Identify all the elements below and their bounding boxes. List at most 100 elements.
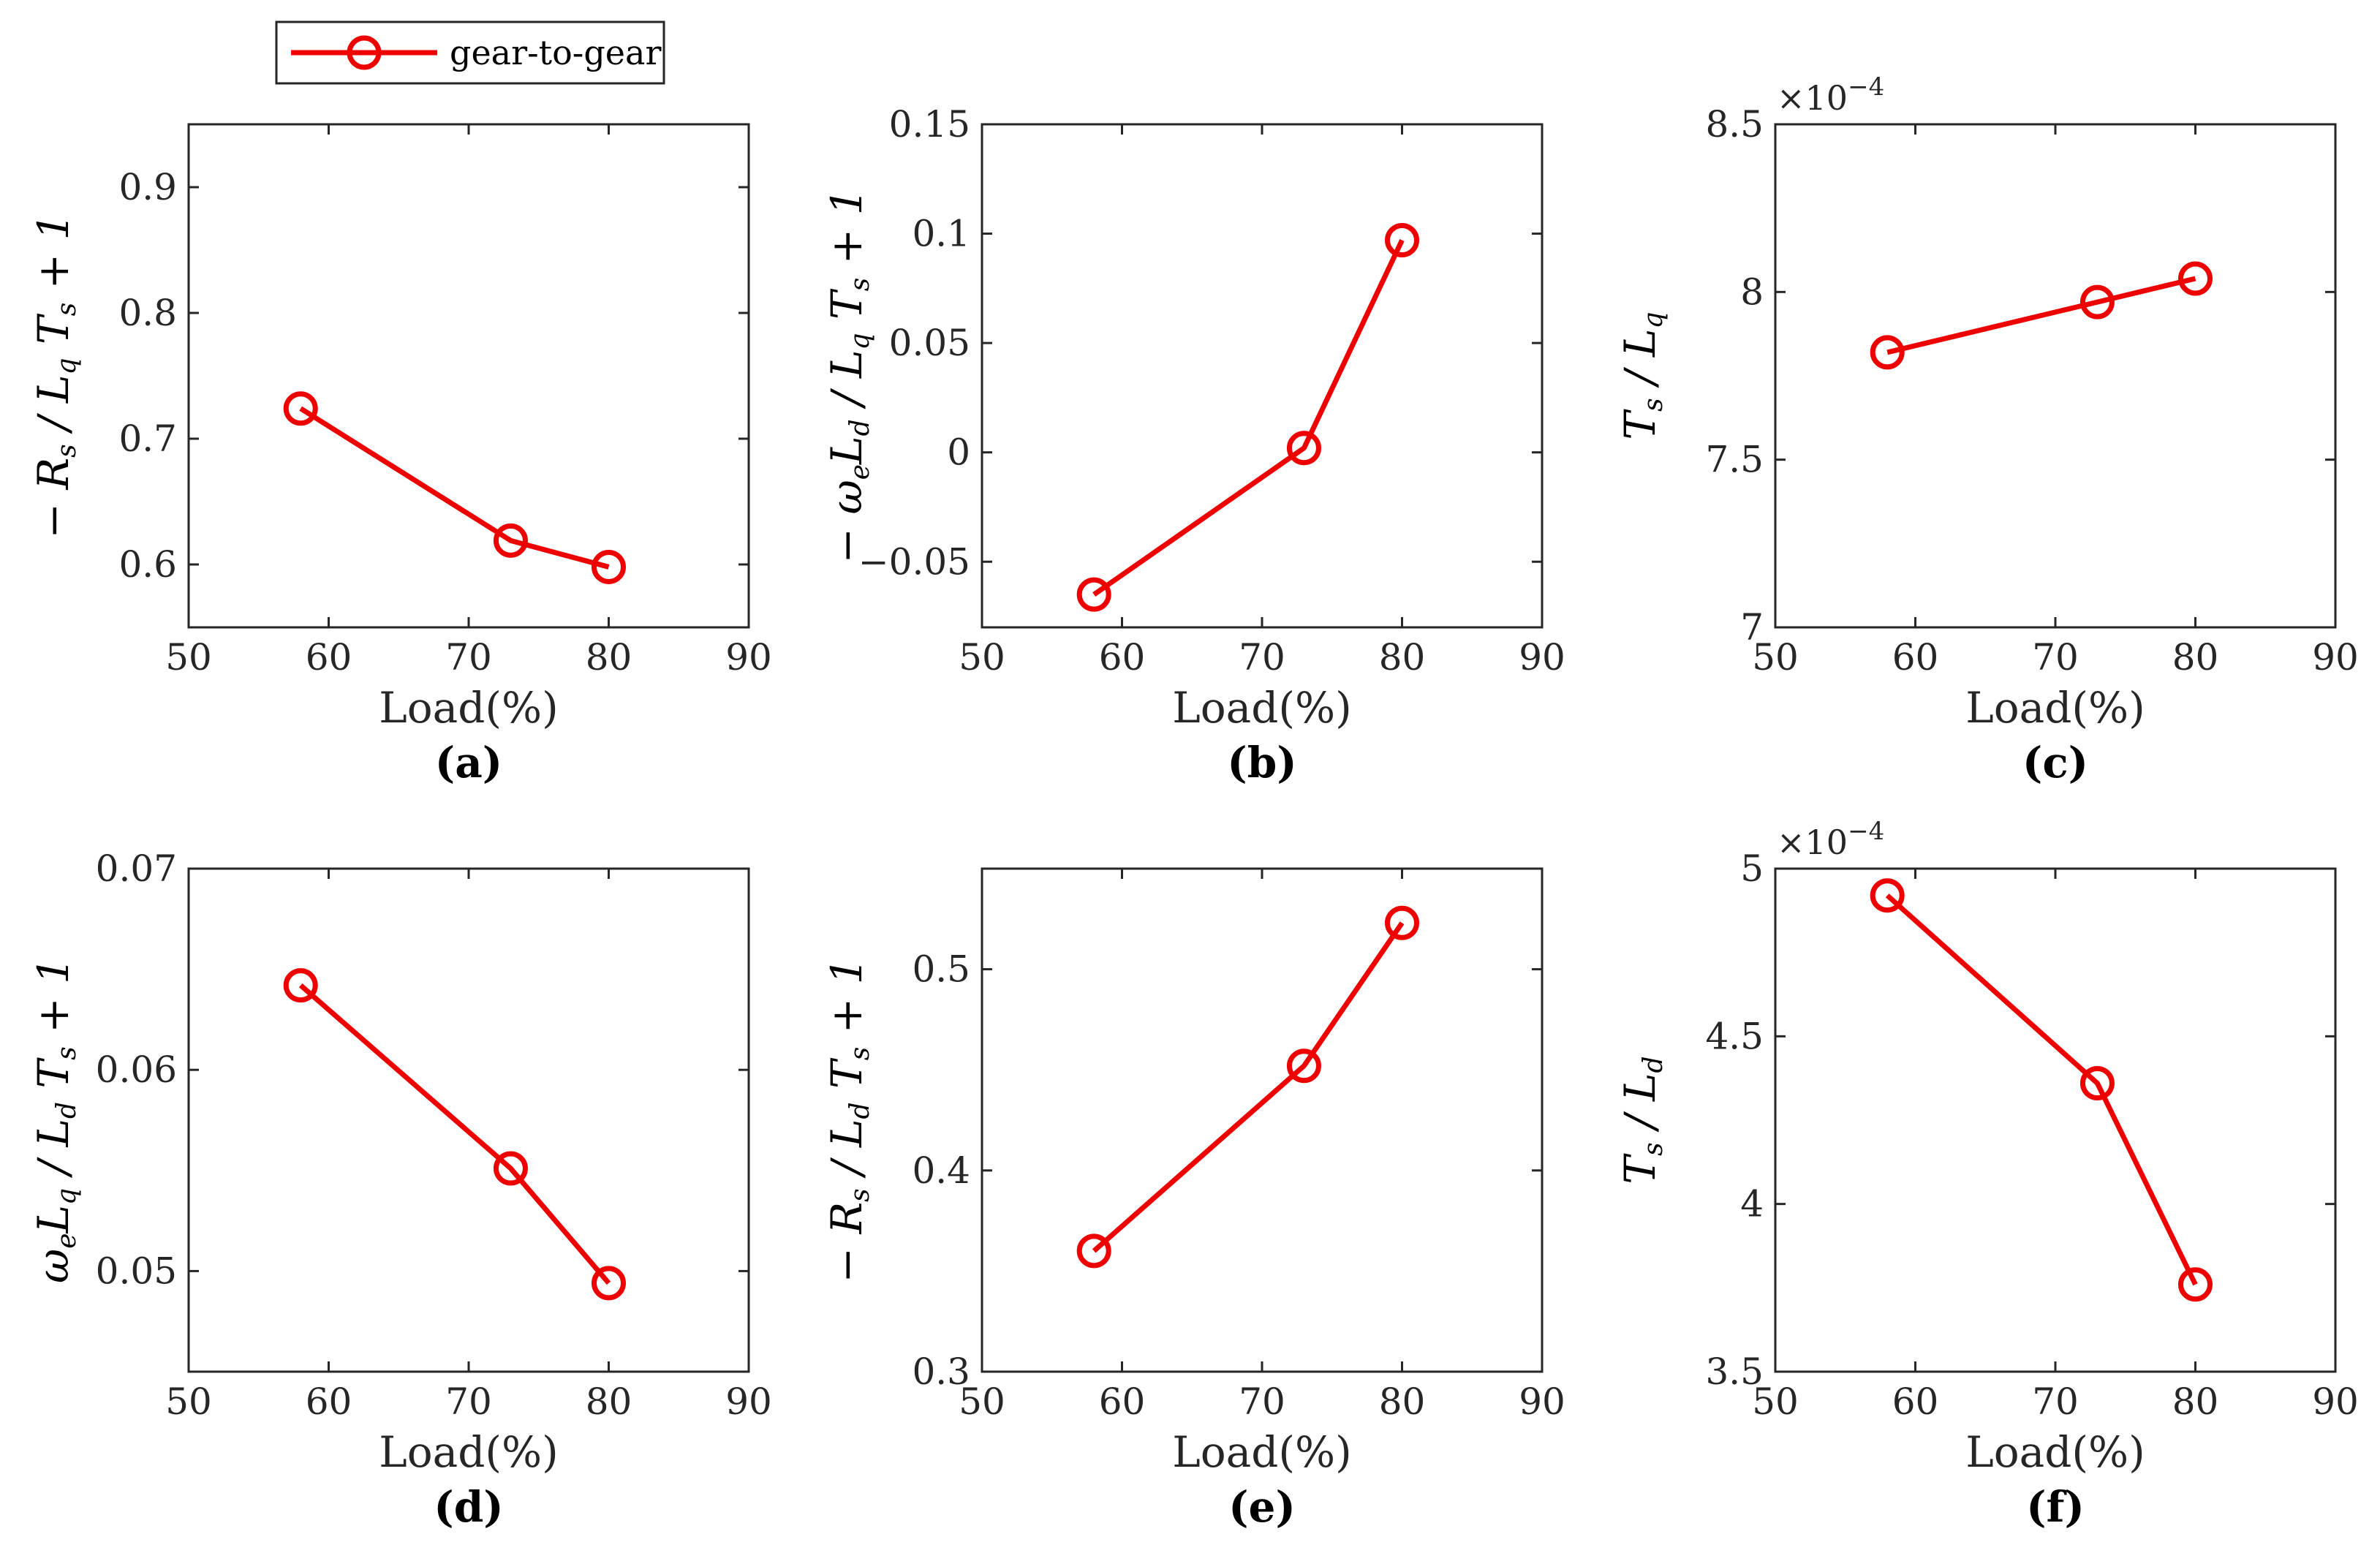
- data-point: [1286, 431, 1321, 466]
- axis-multiplier: ×10−4: [1777, 72, 1884, 118]
- y-label-denominator: L: [822, 349, 872, 379]
- x-tick-label: 60: [1099, 636, 1146, 679]
- x-tick-label: 80: [2172, 636, 2219, 679]
- y-label-denominator: L: [1615, 1073, 1665, 1102]
- data-point: [283, 391, 318, 426]
- data-point: [592, 1266, 626, 1301]
- x-tick-label: 50: [1752, 636, 1799, 679]
- y-tick-label: 3.5: [1705, 1350, 1764, 1393]
- axes-box: [981, 123, 1544, 629]
- y-label-tail: T: [822, 288, 872, 333]
- x-tick-label: 80: [586, 1380, 632, 1423]
- x-axis-label: Load(%): [1172, 683, 1352, 733]
- y-label-fraction-bar: /: [29, 1146, 78, 1187]
- panel-e: 50 60 70 80 90 0.3 0.4 0.5 Load(%)(e) − Rs / Ld T…: [822, 867, 1565, 1532]
- x-tick-label: 50: [959, 636, 1005, 679]
- y-tick-label: 4: [1740, 1183, 1764, 1225]
- series-line: [1092, 239, 1405, 597]
- x-tick-label: 80: [1379, 636, 1426, 679]
- x-tick-label: 70: [2032, 1380, 2079, 1423]
- y-label-numerator: R: [822, 1202, 872, 1235]
- y-label-sign: −: [29, 490, 78, 539]
- y-axis-label: − Rs / Lq Ts + 1: [29, 213, 82, 538]
- panel-f: 50 60 70 80 90 3.5 4 4.5 5 ×10−4 Load(%)(f) Ts / Ld: [1615, 817, 2359, 1532]
- series-line: [1886, 276, 2196, 355]
- x-tick-label: 80: [1379, 1380, 1426, 1423]
- y-tick-label: 0.06: [96, 1048, 177, 1091]
- data-point: [1385, 223, 1419, 258]
- y-tick-label: 7.5: [1705, 439, 1764, 481]
- series-line: [298, 983, 611, 1285]
- x-axis-label: Load(%): [1172, 1427, 1352, 1477]
- y-label-sign: −: [822, 1234, 872, 1283]
- y-label-tail-sub: s: [845, 278, 875, 291]
- y-tick-label: 4.5: [1705, 1015, 1764, 1057]
- x-tick-label: 70: [2032, 636, 2079, 679]
- x-tick-label: 50: [1752, 1380, 1799, 1423]
- x-tick-label: 70: [445, 636, 492, 679]
- y-tick-label: 0.1: [912, 213, 970, 255]
- x-tick-label: 50: [165, 636, 212, 679]
- y-label-fraction-bar: /: [822, 378, 872, 419]
- y-tick-label: 0.6: [118, 543, 177, 586]
- y-label-tail-sub: s: [845, 1047, 875, 1060]
- axis-multiplier-base: ×10: [1777, 823, 1848, 862]
- y-label-numerator: R: [29, 458, 78, 491]
- y-label-numerator-2: L: [29, 1205, 78, 1234]
- x-tick-label: 90: [725, 1380, 772, 1423]
- x-tick-label: 70: [445, 1380, 492, 1423]
- data-point: [2079, 1066, 2115, 1101]
- series-line: [299, 406, 610, 570]
- y-label-tail-end: + 1: [822, 188, 872, 277]
- x-tick-label: 60: [1099, 1380, 1146, 1423]
- y-axis-label: − Rs / Ld Ts + 1: [822, 957, 875, 1282]
- x-tick-label: 80: [2172, 1380, 2219, 1423]
- x-axis-label: Load(%): [1965, 683, 2145, 733]
- y-label-denominator: L: [822, 1119, 872, 1148]
- axes-box: [1774, 867, 2337, 1373]
- x-tick-label: 80: [586, 636, 632, 679]
- y-label-numerator-sub: s: [845, 1188, 875, 1201]
- y-tick-label: 0.9: [118, 166, 177, 208]
- panel-label: (a): [435, 738, 502, 787]
- data-point: [2079, 284, 2115, 320]
- panel-c: 50 60 70 80 90 7 7.5 8 8.5 ×10−4 Load(%) (c) Ts / Lq: [1615, 72, 2359, 787]
- y-label-denominator: L: [29, 374, 78, 404]
- y-tick-label: 0.4: [912, 1149, 970, 1192]
- panel-label: (e): [1228, 1482, 1296, 1532]
- series-line: [1092, 921, 1405, 1253]
- panel-label: (f): [2026, 1482, 2085, 1532]
- x-tick-label: 90: [2312, 1380, 2359, 1423]
- y-label-tail-end: + 1: [29, 957, 78, 1046]
- panel-b: 50 60 70 80 90 −0.05 0 0.05 0.1 0.15 Load(%) (b) − ω…: [822, 103, 1565, 787]
- data-point: [2178, 1267, 2213, 1302]
- y-tick-label: −0.05: [858, 540, 970, 583]
- legend-marker-swatch: [347, 35, 382, 70]
- y-label-numerator: T: [1615, 409, 1665, 440]
- y-label-tail: T: [29, 313, 78, 358]
- x-tick-label: 60: [306, 1380, 352, 1423]
- y-tick-label: 0: [947, 431, 970, 474]
- axis-multiplier: ×10−4: [1777, 817, 1884, 862]
- y-label-tail-end: + 1: [822, 957, 872, 1046]
- x-tick-label: 60: [1892, 636, 1939, 679]
- y-tick-label: 0.8: [118, 292, 177, 334]
- panels: 50 60 70 80 90 0.6 0.7 0.8 0.9 Load(%) (a) − Rs / L…: [29, 72, 2359, 1532]
- y-label-tail: T: [822, 1057, 872, 1102]
- y-tick-label: 8.5: [1705, 103, 1764, 146]
- y-label-numerator-sub: s: [52, 444, 82, 457]
- panel-label: (c): [2022, 738, 2088, 787]
- y-label-tail-end: + 1: [29, 213, 78, 302]
- y-tick-label: 0.05: [889, 322, 970, 364]
- axes-box: [981, 867, 1544, 1373]
- axes-box: [187, 123, 750, 629]
- axis-multiplier-exponent: −4: [1848, 817, 1884, 846]
- y-label-denominator-sub: q: [1639, 311, 1669, 328]
- y-label-denominator-sub: d: [845, 1102, 875, 1119]
- y-label-numerator-2-sub: q: [52, 1188, 82, 1205]
- y-label-numerator: T: [1615, 1153, 1665, 1184]
- y-tick-label: 0.7: [118, 417, 177, 460]
- data-point: [1870, 878, 1905, 913]
